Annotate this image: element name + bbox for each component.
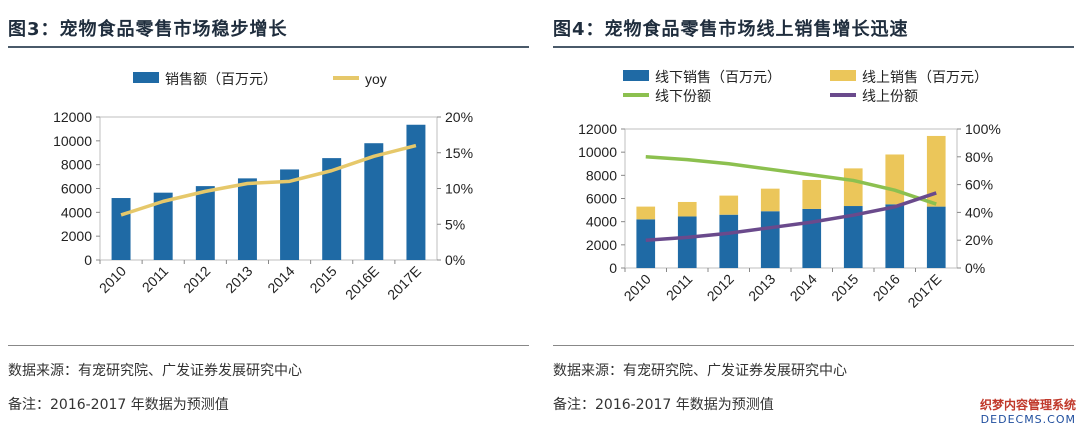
left-left-tick-label: 6000 — [61, 181, 92, 197]
left-legend-label: yoy — [365, 71, 387, 87]
left-bar-s0 — [195, 186, 215, 260]
right-left-tick-label: 6000 — [586, 191, 617, 207]
left-x-tick-label: 2010 — [96, 263, 129, 296]
right-bar-s1 — [677, 201, 697, 217]
right-legend-swatch — [830, 70, 856, 81]
right-left-tick-label: 8000 — [586, 167, 617, 183]
left-x-tick-label: 2012 — [180, 263, 213, 296]
right-x-tick-label: 2013 — [745, 271, 778, 304]
right-x-tick-label: 2012 — [704, 271, 737, 304]
right-legend-swatch — [623, 70, 649, 81]
left-bar-s0 — [280, 169, 300, 260]
right-x-tick-label: 2011 — [663, 271, 696, 304]
left-x-tick-label: 2013 — [222, 263, 255, 296]
right-bar-s1 — [636, 206, 656, 220]
right-bar-s0 — [719, 214, 739, 268]
left-legend-swatch — [133, 72, 159, 83]
left-bar-s0 — [322, 158, 342, 260]
left-right-tick-label: 10% — [445, 181, 473, 197]
right-line-1 — [645, 191, 937, 242]
left-left-tick-label: 2000 — [61, 228, 92, 244]
chart-left: 0 2000 4000 6000 8000 10000 12000 0% 5% 10% 15% 20%… — [53, 71, 473, 303]
right-right-tick-label: 40% — [965, 204, 993, 220]
right-bar-s0 — [843, 206, 863, 268]
right-x-tick-label: 2015 — [828, 271, 861, 304]
right-left-tick-label: 12000 — [578, 121, 617, 137]
left-left-tick-label: 12000 — [53, 109, 92, 125]
remark-note-right: 备注：2016-2017 年数据为预测值 — [553, 397, 774, 413]
right-bar-s0 — [760, 211, 780, 268]
left-left-tick-label: 8000 — [61, 157, 92, 173]
left-x-tick-label: 2014 — [264, 263, 297, 296]
right-left-tick-label: 0 — [609, 260, 617, 276]
right-left-tick-label: 4000 — [586, 214, 617, 230]
right-bar-s0 — [677, 216, 697, 268]
right-x-tick-label: 2016 — [870, 271, 903, 304]
chart-panel-left: 图3：宠物食品零售市场稳步增长 0 2000 4000 6000 8000 10000 12… — [0, 0, 535, 433]
source-note-right: 数据来源：有宠研究院、广发证券发展研究中心 — [553, 363, 847, 379]
title-divider-left — [8, 46, 529, 48]
right-right-tick-label: 0% — [965, 260, 985, 276]
left-bar-s0 — [237, 178, 257, 260]
right-bar-s1 — [926, 135, 946, 207]
left-plot-area — [99, 116, 438, 261]
remark-note-left: 备注：2016-2017 年数据为预测值 — [8, 397, 229, 413]
right-right-tick-label: 60% — [965, 177, 993, 193]
left-x-tick-label: 2015 — [306, 263, 339, 296]
right-right-tick-label: 100% — [965, 121, 1001, 137]
right-x-tick-label: 2014 — [787, 271, 820, 304]
title-divider-right — [553, 46, 1074, 48]
left-legend-label: 销售额（百万元） — [165, 71, 277, 87]
right-legend-label: 线下销售（百万元） — [655, 69, 781, 85]
left-bar-s0 — [364, 143, 384, 260]
right-line-0 — [645, 155, 937, 206]
right-right-tick-label: 20% — [965, 232, 993, 248]
right-bar-s0 — [926, 206, 946, 268]
right-plot-area — [624, 128, 958, 269]
right-bar-s0 — [636, 219, 656, 268]
chart-right: 0 2000 4000 6000 8000 10000 12000 0% 20% 40% 60% 80… — [578, 69, 1001, 311]
right-bar-s0 — [885, 204, 905, 268]
right-bar-s1 — [719, 195, 739, 215]
chart-panel-right: 图4：宠物食品零售市场线上销售增长迅速 0 2000 4000 6000 8000 100… — [545, 0, 1080, 433]
left-line-0 — [120, 143, 417, 217]
left-right-tick-label: 20% — [445, 109, 473, 125]
right-bar-s1 — [843, 168, 863, 207]
watermark-line1: 织梦内容管理系统 — [979, 398, 1076, 412]
right-left-tick-label: 10000 — [578, 144, 617, 160]
right-bar-s1 — [802, 179, 822, 209]
left-left-tick-label: 10000 — [53, 133, 92, 149]
left-bar-s0 — [111, 198, 131, 260]
footer-divider-right — [553, 345, 1074, 346]
right-bar-s1 — [760, 188, 780, 212]
right-left-tick-label: 2000 — [586, 237, 617, 253]
right-x-tick-label: 2017E — [904, 271, 944, 311]
footer-divider-left — [8, 345, 529, 346]
right-bar-s1 — [885, 154, 905, 205]
watermark-logo: 织梦内容管理系统 DEDECMS.COM — [964, 396, 1076, 428]
right-legend-label: 线下份额 — [655, 88, 711, 104]
left-x-tick-label: 2017E — [384, 263, 424, 303]
left-right-tick-label: 5% — [445, 216, 465, 232]
left-left-tick-label: 4000 — [61, 204, 92, 220]
chart-title-left: 图3：宠物食品零售市场稳步增长 — [8, 19, 288, 40]
left-right-tick-label: 15% — [445, 145, 473, 161]
watermark-line2: DEDECMS.COM — [980, 413, 1076, 426]
left-bar-s0 — [153, 192, 173, 260]
right-bar-s0 — [802, 208, 822, 268]
right-right-tick-label: 80% — [965, 149, 993, 165]
left-left-tick-label: 0 — [84, 252, 92, 268]
source-note-left: 数据来源：有宠研究院、广发证券发展研究中心 — [8, 363, 302, 379]
right-legend-label: 线上份额 — [862, 88, 918, 104]
left-bar-s0 — [406, 124, 426, 260]
left-right-tick-label: 0% — [445, 252, 465, 268]
right-legend-label: 线上销售（百万元） — [862, 69, 988, 85]
chart-title-right: 图4：宠物食品零售市场线上销售增长迅速 — [553, 19, 909, 40]
right-x-tick-label: 2010 — [621, 271, 654, 304]
left-x-tick-label: 2016E — [342, 263, 382, 303]
left-x-tick-label: 2011 — [139, 263, 172, 296]
